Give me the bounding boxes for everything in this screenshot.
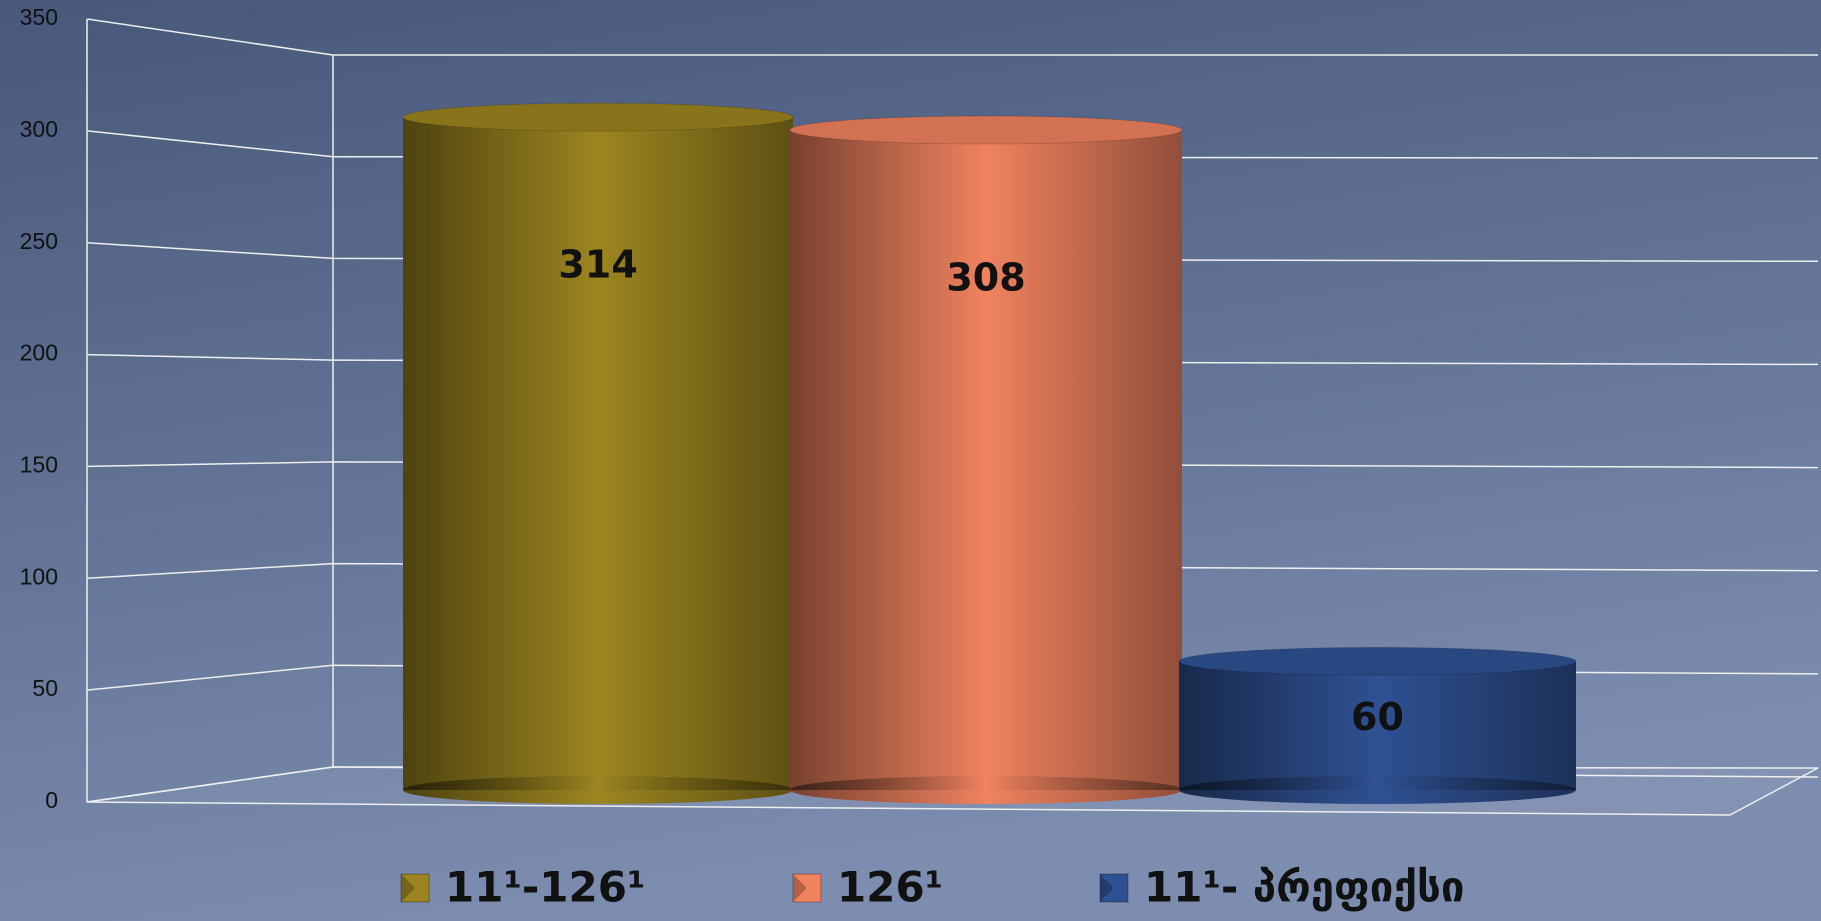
grid-line — [86, 241, 1819, 263]
y-tick-label: 50 — [32, 675, 58, 701]
grid-line — [86, 353, 1819, 366]
legend-marker — [400, 873, 430, 903]
legend-label: 11¹- პრეფიქსი — [1144, 863, 1465, 912]
legend-label: 11¹-126¹ — [445, 863, 645, 912]
legend-marker — [1099, 873, 1129, 903]
grid-line — [86, 461, 1819, 469]
bar-top — [402, 102, 794, 132]
bar-shade — [790, 130, 1182, 790]
legend-marker-shade — [401, 874, 415, 902]
y-tick-label: 200 — [20, 340, 58, 366]
value-label: 314 — [558, 243, 637, 287]
y-tick-label: 100 — [20, 563, 58, 589]
bar-top — [1178, 646, 1577, 676]
y-tick-label: 250 — [20, 228, 58, 254]
legend-marker-shade — [793, 874, 807, 902]
y-tick-label: 150 — [20, 452, 58, 478]
grid-line — [86, 130, 1819, 159]
bar-top-shade — [403, 103, 793, 132]
value-label: 60 — [1351, 695, 1404, 739]
legend-label: 126¹ — [837, 863, 943, 912]
bar-shade — [403, 117, 793, 790]
y-tick-label: 300 — [20, 116, 58, 142]
y-tick-label: 350 — [20, 4, 58, 30]
bar-top-shade — [790, 116, 1182, 144]
grid-line — [86, 562, 1819, 580]
bar-shade — [1179, 661, 1576, 790]
bar-top — [789, 115, 1183, 145]
value-label: 308 — [946, 256, 1025, 300]
legend-marker — [792, 873, 822, 903]
legend-marker-shade — [1100, 874, 1114, 902]
grid-line — [86, 18, 1818, 56]
bar-top-shade — [1179, 647, 1576, 676]
y-tick-label: 0 — [45, 787, 58, 813]
